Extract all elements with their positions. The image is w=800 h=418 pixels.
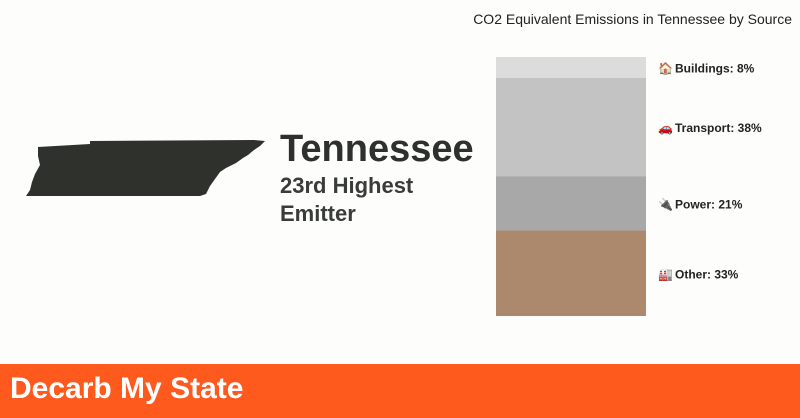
data-label-other: Other: 33% — [675, 267, 739, 281]
chart-title: CO2 Equivalent Emissions in Tennessee by… — [473, 11, 792, 27]
tennessee-state-map — [26, 140, 265, 196]
plug-icon: 🔌 — [658, 197, 673, 211]
emissions-stacked-bar-chart: 🏭 Other: 33% 🔌 Power: 21% 🚗 Transport: 38% 🏠 Bu… — [496, 57, 762, 316]
emitter-rank: 23rd Highest Emitter — [280, 172, 440, 228]
rank-line: Emitter — [280, 201, 356, 226]
brand-title[interactable]: Decarb My State — [10, 372, 244, 405]
factory-icon: 🏭 — [658, 267, 673, 281]
house-icon: 🏠 — [658, 61, 673, 75]
bar-segment-power — [496, 176, 646, 231]
data-label-buildings: Buildings: 8% — [675, 61, 755, 75]
bar-segment-other — [496, 230, 646, 316]
car-icon: 🚗 — [658, 121, 673, 135]
state-name: Tennessee — [280, 128, 474, 170]
data-label-power: Power: 21% — [675, 197, 743, 211]
bar-segment-buildings — [496, 57, 646, 78]
data-label-transport: Transport: 38% — [675, 121, 762, 135]
footer-banner: Decarb My State — [0, 364, 800, 418]
bar-segment-transport — [496, 77, 646, 177]
rank-line: 23rd Highest — [280, 173, 414, 198]
